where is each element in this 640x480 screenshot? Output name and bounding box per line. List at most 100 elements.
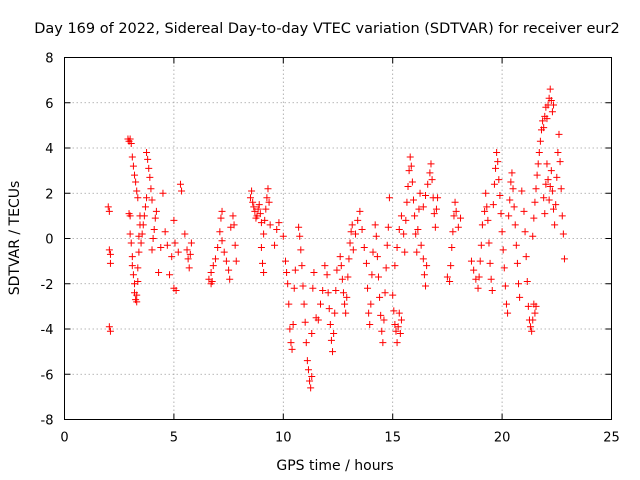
data-point bbox=[184, 255, 192, 263]
data-point bbox=[535, 149, 543, 157]
data-point bbox=[518, 187, 526, 195]
y-tick-label: 0 bbox=[45, 233, 53, 248]
data-point bbox=[540, 194, 548, 202]
data-point bbox=[354, 216, 362, 224]
data-point bbox=[382, 264, 390, 272]
data-point bbox=[246, 194, 254, 202]
data-point bbox=[336, 253, 344, 261]
y-tick-label: -4 bbox=[41, 323, 54, 338]
data-point bbox=[299, 282, 307, 290]
data-point bbox=[161, 228, 169, 236]
data-point bbox=[384, 223, 392, 231]
data-point bbox=[380, 316, 388, 324]
data-points bbox=[104, 85, 568, 392]
data-point bbox=[408, 178, 416, 186]
data-point bbox=[557, 185, 565, 193]
data-point bbox=[159, 189, 167, 197]
data-point bbox=[296, 232, 304, 240]
data-point bbox=[341, 300, 349, 308]
data-point bbox=[214, 244, 222, 252]
data-point bbox=[266, 221, 274, 229]
data-point bbox=[314, 316, 322, 324]
data-point bbox=[397, 316, 405, 324]
data-point bbox=[308, 330, 316, 338]
y-tick-label: -2 bbox=[41, 278, 54, 293]
x-tick-label: 5 bbox=[170, 431, 178, 446]
data-point bbox=[393, 339, 401, 347]
data-point bbox=[151, 214, 159, 222]
data-point bbox=[513, 259, 521, 267]
data-point bbox=[422, 192, 430, 200]
data-point bbox=[220, 248, 228, 256]
data-point bbox=[187, 239, 195, 247]
data-point bbox=[348, 221, 356, 229]
data-point bbox=[260, 230, 268, 238]
data-point bbox=[377, 311, 385, 319]
data-point bbox=[521, 228, 529, 236]
data-point bbox=[331, 309, 339, 317]
data-point bbox=[524, 302, 532, 310]
y-tick-label: -6 bbox=[41, 368, 54, 383]
data-point bbox=[477, 241, 485, 249]
data-point bbox=[414, 225, 422, 233]
data-point bbox=[131, 171, 139, 179]
data-point bbox=[133, 187, 141, 195]
data-point bbox=[150, 225, 158, 233]
data-point bbox=[401, 248, 409, 256]
data-point bbox=[364, 284, 372, 292]
data-point bbox=[389, 291, 397, 299]
data-point bbox=[478, 221, 486, 229]
data-point bbox=[319, 287, 327, 295]
grid-lines bbox=[64, 57, 612, 420]
data-point bbox=[379, 339, 387, 347]
data-point bbox=[419, 255, 427, 263]
data-point bbox=[508, 169, 516, 177]
data-point bbox=[510, 203, 518, 211]
data-point bbox=[308, 373, 316, 381]
data-point bbox=[485, 239, 493, 247]
x-tick-label: 10 bbox=[275, 431, 292, 446]
data-point bbox=[492, 164, 500, 172]
data-point bbox=[553, 173, 561, 181]
data-point bbox=[254, 205, 262, 213]
data-point bbox=[366, 320, 374, 328]
data-point bbox=[128, 153, 136, 161]
data-point bbox=[493, 149, 501, 157]
data-point bbox=[498, 228, 506, 236]
data-point bbox=[304, 366, 312, 374]
data-point bbox=[511, 221, 519, 229]
data-point bbox=[264, 185, 272, 193]
data-point bbox=[145, 164, 153, 172]
data-point bbox=[183, 246, 191, 254]
data-point bbox=[126, 212, 134, 220]
data-point bbox=[261, 216, 269, 224]
data-point bbox=[229, 212, 237, 220]
data-point bbox=[127, 139, 135, 147]
data-point bbox=[547, 167, 555, 175]
data-point bbox=[481, 207, 489, 215]
data-point bbox=[134, 277, 142, 285]
data-point bbox=[362, 259, 370, 267]
data-point bbox=[512, 241, 520, 249]
data-point bbox=[496, 192, 504, 200]
data-point bbox=[133, 298, 141, 306]
data-point bbox=[143, 194, 151, 202]
data-point bbox=[484, 216, 492, 224]
data-point bbox=[559, 230, 567, 238]
x-tick-labels: 0 5 10 15 20 25 bbox=[60, 431, 619, 446]
data-point bbox=[343, 293, 351, 301]
data-point bbox=[273, 225, 281, 233]
data-point bbox=[528, 327, 536, 335]
data-point bbox=[132, 178, 140, 186]
data-point bbox=[265, 198, 273, 206]
data-point bbox=[248, 187, 256, 195]
data-point bbox=[428, 176, 436, 184]
data-point bbox=[558, 212, 566, 220]
data-point bbox=[373, 253, 381, 261]
data-point bbox=[281, 257, 289, 265]
data-point bbox=[430, 210, 438, 218]
data-point bbox=[415, 205, 423, 213]
data-point bbox=[371, 221, 379, 229]
data-point bbox=[427, 160, 435, 168]
data-point bbox=[365, 309, 373, 317]
